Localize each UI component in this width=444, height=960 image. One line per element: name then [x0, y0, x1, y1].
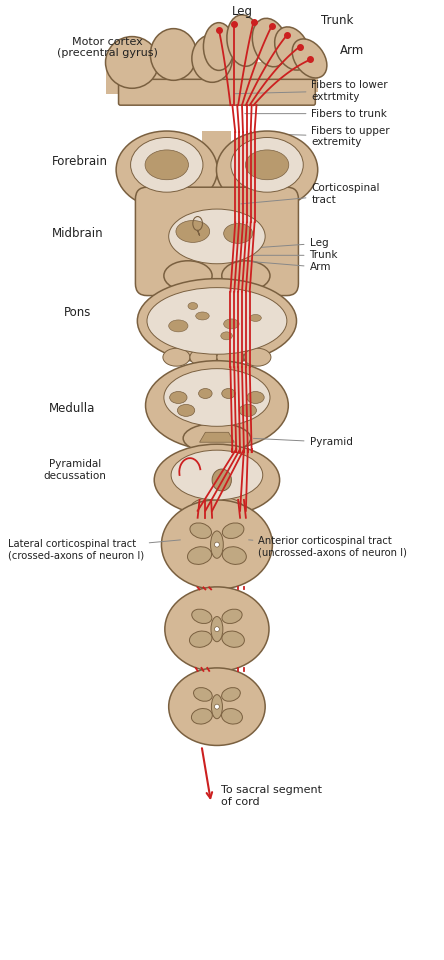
Ellipse shape [211, 695, 222, 719]
Ellipse shape [252, 18, 288, 67]
Ellipse shape [131, 137, 203, 192]
Text: Arm: Arm [250, 261, 331, 273]
Ellipse shape [187, 547, 212, 564]
Ellipse shape [292, 39, 327, 78]
Ellipse shape [116, 131, 218, 208]
Bar [212, 62, 318, 92]
Ellipse shape [164, 261, 212, 291]
Text: Pons: Pons [64, 306, 92, 320]
Text: Trunk: Trunk [321, 14, 353, 27]
Ellipse shape [222, 610, 242, 623]
Ellipse shape [162, 500, 272, 589]
Ellipse shape [164, 369, 270, 426]
Ellipse shape [165, 587, 269, 671]
Ellipse shape [222, 261, 270, 291]
Text: Pyramid: Pyramid [254, 437, 353, 447]
Text: Arm: Arm [341, 44, 365, 57]
Ellipse shape [227, 14, 261, 66]
Ellipse shape [190, 497, 243, 518]
Ellipse shape [190, 631, 212, 647]
Ellipse shape [203, 23, 234, 70]
Text: Anterior corticospinal tract
(uncrossed-axons of neuron I): Anterior corticospinal tract (uncrossed-… [249, 536, 407, 558]
Ellipse shape [169, 209, 265, 264]
Ellipse shape [163, 348, 190, 366]
Ellipse shape [196, 312, 209, 320]
Ellipse shape [211, 616, 223, 641]
Text: Fibers to trunk: Fibers to trunk [245, 108, 387, 119]
Ellipse shape [169, 668, 265, 746]
Ellipse shape [183, 423, 251, 453]
Ellipse shape [244, 348, 271, 366]
Text: Medulla: Medulla [49, 402, 95, 415]
Ellipse shape [250, 315, 262, 322]
Ellipse shape [171, 450, 263, 500]
Ellipse shape [214, 627, 219, 632]
Text: Lateral corticospinal tract
(crossed-axons of neuron I): Lateral corticospinal tract (crossed-axo… [8, 539, 180, 561]
Ellipse shape [247, 392, 264, 403]
Ellipse shape [210, 531, 223, 559]
Ellipse shape [188, 302, 198, 309]
Ellipse shape [212, 469, 231, 491]
Ellipse shape [217, 348, 244, 366]
Text: Motor cortex
(precentral gyrus): Motor cortex (precentral gyrus) [56, 36, 157, 59]
Ellipse shape [147, 288, 287, 354]
Ellipse shape [192, 610, 212, 623]
Polygon shape [199, 432, 234, 443]
Ellipse shape [222, 687, 240, 701]
Ellipse shape [221, 332, 232, 340]
Text: Leg: Leg [231, 5, 253, 18]
Ellipse shape [151, 29, 197, 81]
Ellipse shape [170, 392, 187, 403]
Bar [202, 131, 231, 208]
Text: Forebrain: Forebrain [52, 156, 108, 168]
Ellipse shape [222, 523, 244, 539]
Ellipse shape [192, 35, 232, 83]
FancyBboxPatch shape [119, 80, 315, 106]
Ellipse shape [169, 320, 188, 332]
Ellipse shape [222, 547, 246, 564]
Ellipse shape [222, 389, 235, 398]
Ellipse shape [137, 278, 297, 363]
Ellipse shape [154, 444, 280, 516]
FancyBboxPatch shape [186, 203, 248, 225]
Text: Leg: Leg [235, 238, 328, 250]
Ellipse shape [222, 631, 244, 647]
Text: Pyramidal
decussation: Pyramidal decussation [44, 459, 107, 481]
Text: To sacral segment
of cord: To sacral segment of cord [221, 785, 322, 807]
Ellipse shape [224, 319, 239, 329]
Ellipse shape [106, 36, 159, 88]
Ellipse shape [146, 361, 288, 450]
Bar [106, 60, 214, 94]
Ellipse shape [239, 404, 257, 417]
Text: Fibers to lower
extrtmity: Fibers to lower extrtmity [235, 80, 388, 102]
Ellipse shape [231, 137, 303, 192]
Text: Midbrain: Midbrain [52, 227, 104, 240]
Ellipse shape [275, 27, 309, 70]
Ellipse shape [246, 150, 289, 180]
FancyBboxPatch shape [135, 187, 298, 296]
Ellipse shape [145, 150, 188, 180]
Ellipse shape [224, 224, 253, 244]
Ellipse shape [190, 348, 217, 366]
Ellipse shape [222, 708, 242, 724]
Ellipse shape [191, 708, 212, 724]
Ellipse shape [214, 542, 219, 547]
Ellipse shape [194, 687, 212, 701]
Text: Corticospinal
tract: Corticospinal tract [241, 183, 380, 205]
Ellipse shape [198, 389, 212, 398]
Ellipse shape [216, 131, 318, 208]
Text: Fibers to upper
extremity: Fibers to upper extremity [254, 126, 390, 147]
Text: Trunk: Trunk [243, 251, 338, 260]
Ellipse shape [177, 404, 195, 417]
Ellipse shape [190, 523, 211, 539]
Ellipse shape [176, 221, 210, 242]
Ellipse shape [214, 705, 219, 709]
